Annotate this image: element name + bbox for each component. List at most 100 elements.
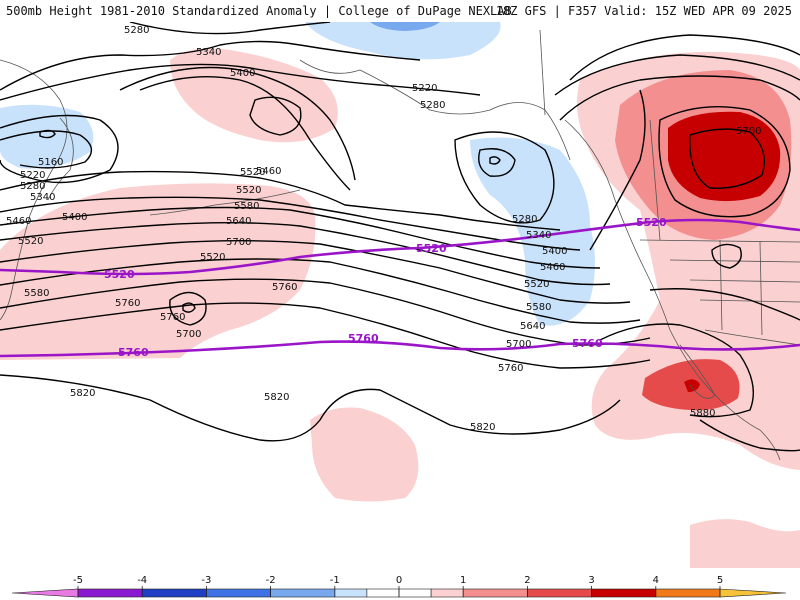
asia-coast [0,59,68,321]
state-line-3 [699,299,800,303]
contour-label: 5760 [272,282,297,293]
contour-gulf-low-2 [489,156,501,165]
contour-wave-5340 [0,170,561,231]
colorbar-tick-label: -1 [330,575,340,586]
highlight-label: 5520 [104,268,135,281]
contour-label: 5700 [226,237,251,248]
contour-label: 5400 [542,246,567,257]
contour-wave-5580 [0,240,631,304]
highlight-label: 5760 [348,332,379,345]
alaska-border [539,29,546,116]
contour-5820-south [0,374,621,442]
negative-anomaly-north-pacific-core [370,22,440,31]
map-title: 500mb Height 1981-2010 Standardized Anom… [6,4,512,18]
highlight-label: 5520 [636,216,667,229]
anomaly-map: 5280 5340 5400 5160 5220 5280 5340 5400 … [0,22,800,568]
contour-label: 5580 [234,201,259,212]
contour-label: 5520 [240,167,265,178]
colorbar-tick-label: 3 [588,575,594,586]
contour-ridge-4 [589,89,646,251]
positive-anomaly-central-pacific [310,407,419,502]
contour-arc-2 [0,40,421,91]
baja-coast [679,344,716,399]
colorbar-bin [591,588,657,598]
contour-label: 5640 [226,216,251,227]
contour-label: 5820 [70,388,95,399]
contour-ridge-2 [554,54,800,96]
highlight-contour-5520 [0,218,800,276]
contour-east-1 [649,288,800,321]
coastlines [0,29,800,461]
contour-label: 5220 [412,83,437,94]
contour-label: 5520 [18,236,43,247]
contour-ridge-3 [559,75,800,121]
positive-anomaly-west-pacific [0,183,316,360]
colorbar-bins [11,588,787,598]
colorbar-tick-label: -2 [266,575,276,586]
contour-southeast [699,419,800,452]
contour-label: 5520 [236,185,261,196]
contour-label: 5460 [540,262,565,273]
contour-pacific-high-inner [182,302,196,313]
negative-anomaly-north-pacific [305,22,501,60]
negative-anomaly-gulf-of-alaska [470,137,595,326]
contour-ridge-1 [569,34,800,81]
model-run-info: 18Z GFS | F357 Valid: 15Z WED APR 09 202… [495,4,792,18]
contour-label: 5640 [520,321,545,332]
contour-labels: 5280 5340 5400 5160 5220 5280 5340 5400 … [6,25,761,433]
contour-label: 5700 [736,126,761,137]
contour-pacific-high [169,291,207,326]
contour-5220-north [119,66,356,181]
anomaly-shading [0,22,800,568]
contour-west-canada-high-1 [658,106,791,218]
colorbar-bin [462,588,528,598]
kamchatka-coast [47,117,74,201]
contour-gulf-low-3 [454,131,555,224]
contour-5880-baja [599,323,754,418]
colorbar-bin [270,588,336,598]
colorbar-tick-label: -5 [73,575,83,586]
colorbar-tick-label: 0 [396,575,402,586]
colorbar-bin [206,588,271,598]
state-line-2 [689,279,800,283]
colorbar-tick-label: 2 [524,575,530,586]
colorbar-bin [430,588,464,598]
aleutians [149,189,301,216]
contour-label: 5460 [6,216,31,227]
alaska-coast [299,59,571,161]
contour-wave-5640 [0,258,641,324]
contour-label: 5700 [176,329,201,340]
contour-label: 5340 [526,230,551,241]
contour-label: 5760 [115,298,140,309]
contour-siberia-low-3 [39,129,56,139]
contour-arc-1 [129,22,331,35]
colorbar-tick-label: 5 [717,575,723,586]
contour-label: 5520 [200,252,225,263]
contour-label: 5760 [498,363,523,374]
highlight-label: 5520 [416,242,447,255]
contour-gulf-low-1 [478,148,516,177]
colorbar-bin [11,588,79,598]
north-america-coast [564,119,781,461]
canada-province-line [649,119,661,241]
contour-label: 5460 [256,166,281,177]
contour-label: 5880 [690,408,715,419]
colorbar-bin [719,588,787,598]
contour-small-low [711,243,742,269]
contour-label: 5820 [470,422,495,433]
colorbar-tick-label: 4 [653,575,659,586]
colorbar-ticks: -5 -4 -3 -2 -1 0 1 2 3 4 5 [73,575,723,597]
colorbar-bin [655,588,721,598]
contour-label: 5280 [124,25,149,36]
positive-anomaly-southeast [690,519,800,568]
colorbar-bin [527,588,592,598]
colorbar-bin [141,588,207,598]
contour-label: 5520 [524,279,549,290]
contour-label: 5160 [38,157,63,168]
colorbar-bin [334,588,368,598]
contour-label: 5340 [30,192,55,203]
contour-label: 5400 [230,68,255,79]
highlight-contours [0,218,800,358]
contour-label: 5340 [196,47,221,58]
contour-wave-5760 [0,302,651,369]
